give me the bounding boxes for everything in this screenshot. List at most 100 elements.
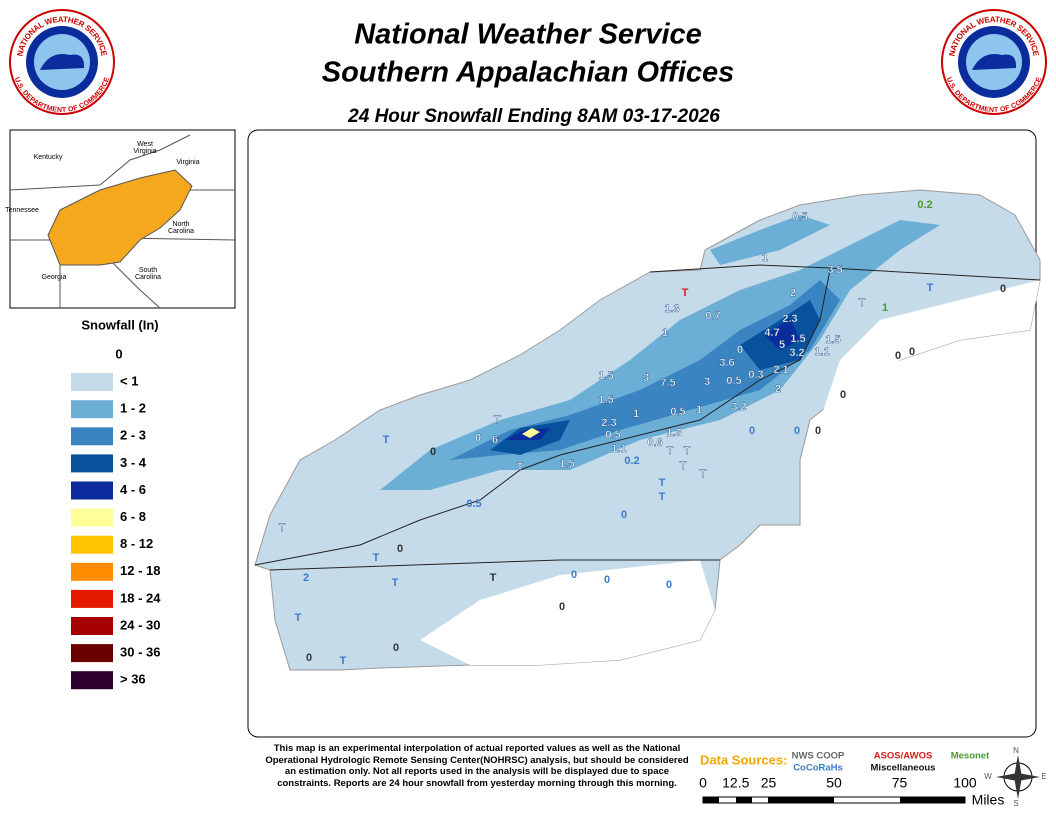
snow-report: 0 <box>559 601 565 613</box>
snow-report: 0.7 <box>705 310 720 322</box>
scale-label: 25 <box>761 775 777 791</box>
snow-report: 0 <box>895 350 901 362</box>
snow-report: 3 <box>643 372 649 384</box>
legend-label: 0 <box>115 346 122 361</box>
snow-report: 3.5 <box>827 264 842 276</box>
legend-swatch <box>71 671 113 690</box>
scale-unit: Miles <box>972 792 1005 808</box>
inset-label: South Carolina <box>134 267 162 281</box>
snow-report: 0.5 <box>466 498 481 510</box>
snow-report: 0 <box>666 579 672 591</box>
snow-report: 0.5 <box>792 211 807 223</box>
snow-report: 3.6 <box>719 357 734 369</box>
snow-report: 1 <box>633 408 639 420</box>
source-label: CoCoRaHs <box>793 763 843 774</box>
compass-label: N <box>1013 746 1019 755</box>
legend: Snowfall (In) 0 < 1 1 - 2 2 - 3 3 - 4 4 - 6 6 … <box>71 317 161 690</box>
snow-report: 1.5 <box>598 394 613 406</box>
inset-label: North Carolina <box>167 221 195 235</box>
inset-label: Georgia <box>41 274 67 281</box>
legend-swatch <box>71 535 113 554</box>
snow-report: 0 <box>749 425 755 437</box>
legend-label: < 1 <box>120 374 138 389</box>
snow-report: 0.6 <box>647 437 662 449</box>
snow-report: T <box>340 655 347 667</box>
snow-report: 2 <box>303 572 309 584</box>
snow-report: 0.5 <box>605 429 620 441</box>
legend-label: 30 - 36 <box>120 645 160 660</box>
title: National Weather Service <box>354 19 702 51</box>
snow-report: 0.2 <box>624 455 639 467</box>
snow-report: 4.7 <box>764 327 779 339</box>
legend-swatch <box>71 373 113 392</box>
snow-report: T <box>490 572 497 584</box>
logo: NATIONAL WEATHER SERVICE U.S. DEPARTMENT… <box>941 9 1047 115</box>
snow-report: 1.5 <box>598 370 613 382</box>
snow-report: T <box>295 612 302 624</box>
inset-label: Virginia <box>176 159 200 166</box>
snow-report: T <box>659 477 666 489</box>
snow-report: 0.3 <box>748 369 763 381</box>
snow-report: 1.5 <box>825 334 840 346</box>
snow-report: 0 <box>815 425 821 437</box>
snow-report: 7.5 <box>660 377 675 389</box>
snow-report: 2.1 <box>773 364 788 376</box>
snow-report: 3 <box>704 376 710 388</box>
snow-report: 1.1 <box>611 443 626 455</box>
snow-report: 1.1 <box>814 346 829 358</box>
snow-report: 1.5 <box>559 458 574 470</box>
legend-swatch <box>71 400 113 419</box>
snow-report: 1 <box>662 327 668 339</box>
source-label: Mesonet <box>951 751 990 762</box>
compass-label: S <box>1013 799 1018 808</box>
snow-report: 1 <box>882 302 888 314</box>
snow-report: T <box>494 414 501 426</box>
scale-label: 100 <box>953 775 977 791</box>
snow-report: 2 <box>775 383 781 395</box>
snow-report: T <box>700 468 707 480</box>
snow-report: T <box>517 461 524 473</box>
legend-swatch <box>71 454 113 473</box>
legend-label: 1 - 2 <box>120 401 146 416</box>
compass-label: W <box>984 772 992 781</box>
snow-report: T <box>667 445 674 457</box>
disclaimer: This map is an experimental interpolatio… <box>265 743 689 789</box>
snow-report: 5 <box>779 339 785 351</box>
compass-label: E <box>1041 772 1046 781</box>
legend-swatch <box>71 562 113 581</box>
snow-report: T <box>680 460 687 472</box>
compass <box>996 755 1040 799</box>
legend-label: 4 - 6 <box>120 482 146 497</box>
logo: NATIONAL WEATHER SERVICE U.S. DEPARTMENT… <box>9 9 115 115</box>
legend-label: 24 - 30 <box>120 617 160 632</box>
legend-swatch <box>71 481 113 500</box>
snow-report: 0 <box>475 432 481 444</box>
snow-report: 0 <box>1000 283 1006 295</box>
snow-report: 3.2 <box>789 347 804 359</box>
snow-report: T <box>659 491 666 503</box>
legend-title: Snowfall (In) <box>81 317 158 332</box>
snow-report: 0.5 <box>670 406 685 418</box>
snow-report: 0 <box>909 346 915 358</box>
snow-report: 0 <box>571 569 577 581</box>
sources-title: Data Sources: <box>700 752 787 767</box>
inset-label: Tennessee <box>5 207 39 214</box>
source-label: NWS COOP <box>792 751 845 762</box>
snow-report: T <box>859 297 866 309</box>
scale-label: 0 <box>699 775 707 791</box>
legend-label: 2 - 3 <box>120 428 146 443</box>
subtitle: Southern Appalachian Offices <box>322 57 735 89</box>
snow-report: T <box>927 282 934 294</box>
snow-report: 0 <box>794 425 800 437</box>
snow-report: 0 <box>737 344 743 356</box>
snow-report: T <box>392 577 399 589</box>
source-label: ASOS/AWOS <box>874 751 933 762</box>
legend-label: 18 - 24 <box>120 590 161 605</box>
source-label: Miscellaneous <box>871 763 936 774</box>
product-title: 24 Hour Snowfall Ending 8AM 03-17-2026 <box>347 106 720 127</box>
legend-label: 3 - 4 <box>120 455 147 470</box>
snow-report: 1 <box>696 404 702 416</box>
inset-map <box>9 129 236 309</box>
